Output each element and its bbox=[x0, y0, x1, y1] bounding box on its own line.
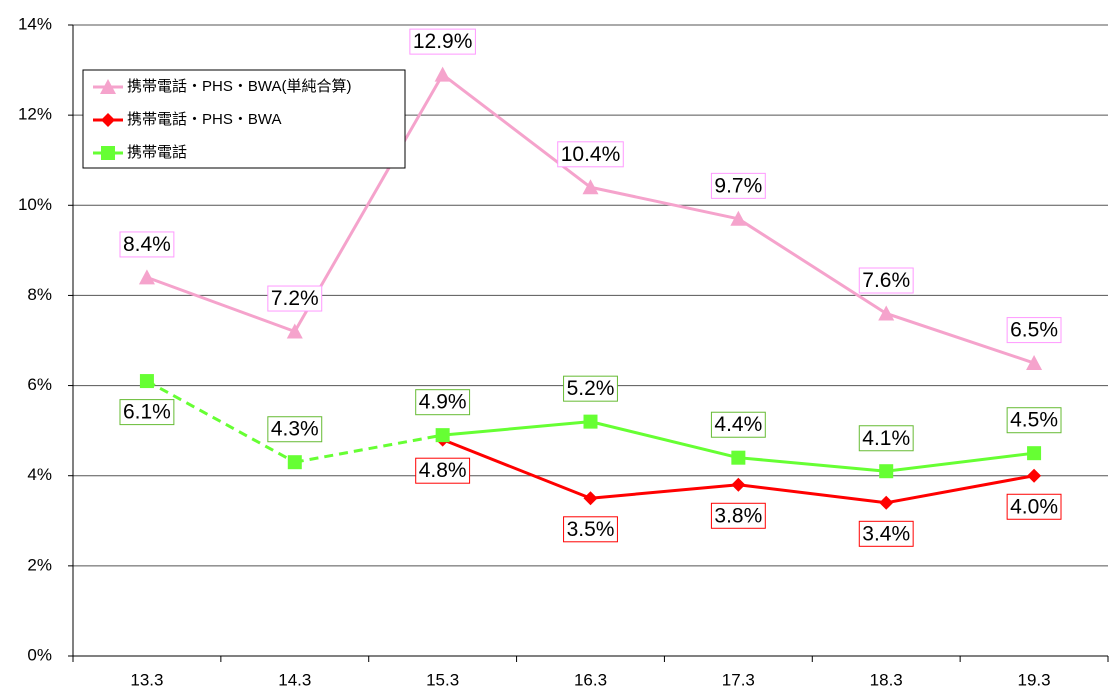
data-label-box bbox=[563, 375, 618, 402]
data-label: 4.4% bbox=[714, 413, 762, 436]
data-label: 7.6% bbox=[862, 269, 910, 292]
data-label-box bbox=[858, 425, 914, 452]
marker bbox=[435, 428, 450, 443]
data-label: 7.2% bbox=[271, 287, 319, 310]
legend-label: 携帯電話・PHS・BWA bbox=[127, 111, 281, 128]
legend-label: 携帯電話・PHS・BWA(単純合算) bbox=[127, 77, 351, 95]
x-tick-label: 13.3 bbox=[130, 670, 163, 689]
line-segment bbox=[590, 185, 739, 221]
data-label: 3.4% bbox=[862, 522, 910, 545]
marker bbox=[100, 79, 116, 94]
data-label-box bbox=[710, 411, 766, 438]
line-segment bbox=[738, 456, 887, 473]
data-label-box bbox=[710, 172, 766, 199]
data-label: 4.0% bbox=[1010, 495, 1058, 518]
data-label-box bbox=[858, 267, 914, 294]
marker bbox=[582, 179, 599, 195]
line-segment bbox=[441, 73, 592, 189]
x-tick-label: 18.3 bbox=[870, 670, 903, 689]
line-segment bbox=[442, 438, 592, 500]
data-label-box bbox=[858, 520, 914, 547]
data-label: 6.5% bbox=[1010, 319, 1058, 342]
marker bbox=[583, 491, 598, 506]
data-label: 6.1% bbox=[123, 401, 171, 424]
data-label: 4.1% bbox=[862, 427, 910, 450]
data-label: 4.9% bbox=[419, 391, 467, 414]
line-segment bbox=[737, 217, 888, 315]
data-label-box bbox=[1006, 317, 1062, 344]
line-segment bbox=[885, 312, 1035, 365]
data-label-box bbox=[563, 516, 618, 543]
x-tick-label: 15.3 bbox=[426, 670, 459, 689]
data-label: 3.8% bbox=[714, 504, 762, 527]
data-label-box bbox=[710, 502, 766, 529]
data-label: 3.5% bbox=[567, 518, 615, 541]
marker bbox=[879, 495, 894, 510]
data-label: 10.4% bbox=[561, 143, 621, 166]
y-tick-label: 14% bbox=[18, 14, 52, 33]
line-segment bbox=[590, 483, 739, 500]
data-label-box bbox=[557, 141, 624, 168]
line-segment bbox=[146, 379, 296, 464]
data-label-box bbox=[119, 399, 175, 426]
data-label-box bbox=[415, 457, 471, 484]
data-label-box bbox=[267, 285, 323, 312]
marker bbox=[731, 477, 746, 492]
marker bbox=[101, 146, 115, 160]
y-tick-label: 0% bbox=[27, 645, 52, 664]
data-label-box bbox=[409, 28, 476, 55]
x-tick-label: 19.3 bbox=[1018, 670, 1051, 689]
data-label-box bbox=[1006, 407, 1062, 434]
x-tick-label: 17.3 bbox=[722, 670, 755, 689]
marker bbox=[731, 450, 746, 465]
data-label: 4.8% bbox=[419, 459, 467, 482]
y-tick-label: 2% bbox=[27, 555, 52, 574]
y-tick-label: 12% bbox=[18, 105, 52, 124]
x-tick-label: 16.3 bbox=[574, 670, 607, 689]
data-label-box bbox=[1006, 493, 1062, 520]
marker bbox=[1026, 355, 1043, 371]
y-tick-label: 6% bbox=[27, 375, 52, 394]
line-segment bbox=[885, 474, 1035, 505]
data-label: 5.2% bbox=[567, 377, 615, 400]
marker bbox=[434, 66, 451, 82]
y-tick-label: 4% bbox=[27, 465, 52, 484]
data-label: 8.4% bbox=[123, 233, 171, 256]
data-label-box bbox=[415, 389, 471, 416]
data-label: 12.9% bbox=[413, 30, 473, 53]
legend: 携帯電話・PHS・BWA(単純合算) 携帯電話・PHS・BWA 携帯電話 bbox=[82, 69, 406, 169]
line-segment bbox=[442, 420, 591, 437]
marker bbox=[287, 455, 302, 470]
marker bbox=[878, 305, 895, 321]
marker bbox=[139, 374, 154, 389]
legend-label: 携帯電話 bbox=[127, 144, 187, 161]
y-tick-label: 8% bbox=[27, 285, 52, 304]
data-label: 4.5% bbox=[1010, 409, 1058, 432]
line-segment bbox=[146, 275, 296, 333]
data-label-box bbox=[119, 231, 175, 258]
data-label-box bbox=[267, 416, 323, 443]
line-segment bbox=[886, 451, 1035, 473]
x-tick-label: 14.3 bbox=[278, 670, 311, 689]
y-tick-label: 10% bbox=[18, 195, 52, 214]
marker bbox=[286, 323, 303, 339]
legend-box bbox=[82, 69, 406, 169]
marker bbox=[583, 414, 598, 429]
marker bbox=[101, 113, 115, 127]
marker bbox=[138, 269, 155, 285]
marker bbox=[879, 464, 894, 479]
line-segment bbox=[294, 433, 443, 464]
data-label: 9.7% bbox=[714, 174, 762, 197]
marker bbox=[730, 210, 747, 226]
marker bbox=[1027, 468, 1042, 483]
line-segment bbox=[590, 420, 739, 460]
marker bbox=[1027, 446, 1042, 461]
line-segment bbox=[738, 483, 887, 505]
data-label: 4.3% bbox=[271, 418, 319, 441]
